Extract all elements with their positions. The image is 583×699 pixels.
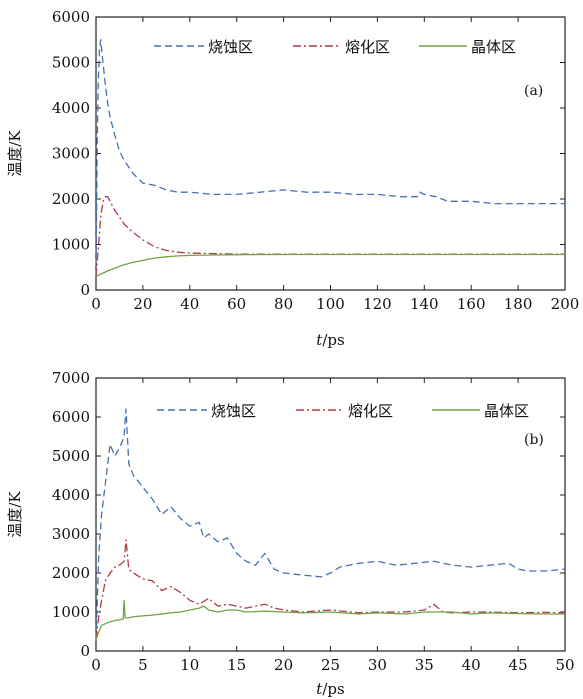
chart-panel-a: 0 20 40 60 80 100 120 140 160 180 2000100020003000… [6, 8, 579, 349]
y-tick-label: 0 [80, 642, 90, 660]
x-tick-label: 20 [133, 295, 152, 313]
y-axis-title: 温度/K [6, 130, 24, 177]
y-tick-label: 1000 [52, 603, 90, 621]
x-tick-label: 40 [462, 656, 481, 674]
x-tick-label: 200 [551, 295, 580, 313]
y-tick-label: 4000 [52, 486, 90, 504]
y-tick-label: 2000 [52, 190, 90, 208]
x-tick-label: 0 [91, 295, 101, 313]
x-tick-label: 5 [138, 656, 148, 674]
y-tick-label: 6000 [52, 408, 90, 426]
x-tick-label: 15 [227, 656, 246, 674]
plot-frame [95, 16, 566, 291]
legend-label: 烧蚀区 [211, 402, 256, 420]
series-line-熔化区 [95, 539, 566, 640]
legend-label: 晶体区 [484, 402, 529, 420]
x-tick-label: 50 [555, 656, 574, 674]
x-tick-label: 100 [316, 295, 345, 313]
series-line-晶体区 [95, 599, 565, 640]
x-tick-label: 60 [227, 295, 246, 313]
y-tick-label: 2000 [52, 564, 90, 582]
y-axis-title: 温度/K [6, 491, 24, 538]
legend-label: 晶体区 [471, 38, 516, 56]
x-tick-label: 0 [91, 656, 101, 674]
x-tick-label: 160 [457, 295, 486, 313]
series-line-烧蚀区 [95, 408, 566, 640]
series-line-熔化区 [95, 196, 565, 277]
chart-panel-b: 0 5 10 15 20 25 30 35 40 45 50 0 1000 2000 3000 4000 500… [6, 369, 575, 698]
legend-label: 熔化区 [348, 402, 393, 420]
x-axis-title-variable: t [316, 331, 323, 349]
x-axis-title-unit: /ps [322, 331, 344, 349]
x-tick-label: 30 [368, 656, 387, 674]
panel-label: (a) [524, 83, 543, 99]
x-axis-title: t/ps [316, 680, 344, 698]
x-tick-label: 45 [509, 656, 528, 674]
x-tick-label: 35 [415, 656, 434, 674]
x-tick-label: 80 [274, 295, 293, 313]
x-tick-label: 25 [321, 656, 340, 674]
x-tick-label: 180 [504, 295, 533, 313]
panel-label: (b) [524, 432, 544, 448]
series-line-烧蚀区 [95, 39, 565, 277]
x-tick-label: 40 [180, 295, 199, 313]
y-tick-label: 3000 [52, 525, 90, 543]
legend-label: 烧蚀区 [208, 38, 253, 56]
x-axis-title-variable: t [316, 680, 323, 698]
y-tick-label: 1000 [52, 236, 90, 254]
x-tick-label: 120 [363, 295, 392, 313]
series-line-晶体区 [95, 253, 565, 277]
y-tick-label: 3000 [52, 145, 90, 163]
x-axis-title-unit: /ps [322, 680, 344, 698]
x-axis-title: t/ps [316, 331, 344, 349]
legend-label: 熔化区 [345, 38, 390, 56]
x-tick-label: 20 [274, 656, 293, 674]
y-tick-label: 4000 [52, 99, 90, 117]
x-tick-label: 140 [410, 295, 439, 313]
x-tick-label: 10 [180, 656, 199, 674]
y-tick-label: 7000 [52, 369, 90, 387]
y-tick-label: 6000 [52, 8, 90, 26]
y-tick-label: 0 [80, 281, 90, 299]
y-tick-label: 5000 [52, 54, 90, 72]
y-tick-label: 5000 [52, 447, 90, 465]
